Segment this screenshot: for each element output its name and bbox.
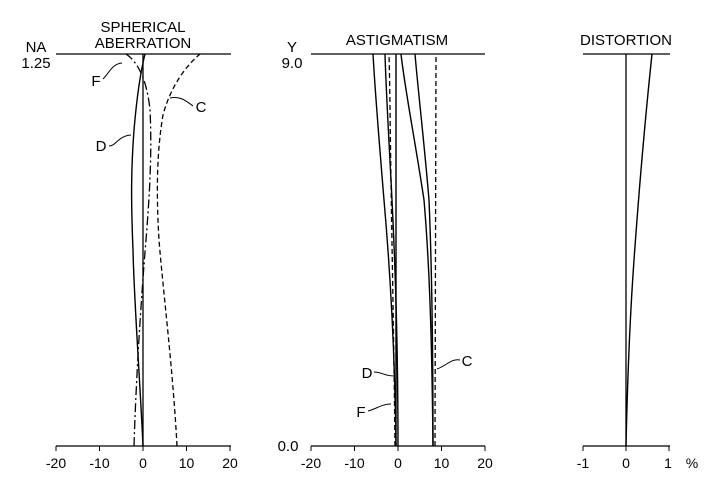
astigmatism-label-d: D bbox=[362, 365, 373, 382]
spherical-aberration-panel: SPHERICAL ABERRATION NA 1.25 -20 -10 0 1… bbox=[21, 19, 238, 471]
spherical-title-line1: SPHERICAL bbox=[100, 19, 185, 36]
spherical-label-f: F bbox=[91, 73, 100, 90]
distortion-x-tick-label: 1 bbox=[664, 455, 672, 471]
astigmatism-x-tick-label: 0 bbox=[394, 455, 402, 471]
astigmatism-y-axis-top-value: 9.0 bbox=[282, 55, 303, 72]
distortion-curve bbox=[625, 53, 653, 447]
spherical-y-axis-name: NA bbox=[26, 39, 47, 56]
astigmatism-curve-d-tangential bbox=[372, 53, 397, 447]
astigmatism-leader-c bbox=[436, 359, 461, 370]
distortion-title: DISTORTION bbox=[580, 32, 672, 49]
astigmatism-x-tick-label: 10 bbox=[434, 455, 450, 471]
spherical-label-c: C bbox=[196, 99, 207, 116]
spherical-x-tick-label: 10 bbox=[179, 455, 195, 471]
astigmatism-panel: ASTIGMATISM Y 9.0 0.0 -20 -10 0 10 20 D … bbox=[278, 32, 493, 471]
distortion-x-tick-label: 0 bbox=[622, 455, 630, 471]
spherical-x-tick-label: -20 bbox=[46, 455, 66, 471]
spherical-curve-c bbox=[156, 53, 201, 447]
astigmatism-leader-f bbox=[367, 403, 392, 412]
spherical-x-tick-label: 0 bbox=[139, 455, 147, 471]
spherical-leader-d bbox=[108, 134, 132, 147]
spherical-curve-d bbox=[130, 53, 146, 447]
spherical-y-axis-top-value: 1.25 bbox=[21, 55, 50, 72]
spherical-x-tick-label: -10 bbox=[89, 455, 109, 471]
astigmatism-x-tick-label: -10 bbox=[344, 455, 364, 471]
spherical-x-tick-label: 20 bbox=[222, 455, 238, 471]
astigmatism-title: ASTIGMATISM bbox=[346, 32, 448, 49]
astigmatism-label-f: F bbox=[356, 404, 365, 421]
astigmatism-x-tick-label: 20 bbox=[477, 455, 493, 471]
distortion-x-tick-label: -1 bbox=[577, 455, 590, 471]
astigmatism-curve-f-dashed bbox=[388, 53, 396, 447]
astigmatism-curve-d-sagittal bbox=[384, 53, 399, 447]
astigmatism-curve-c-sagittal bbox=[414, 53, 434, 447]
astigmatism-curve-c-tangential bbox=[400, 53, 434, 447]
astigmatism-x-tick-label: -20 bbox=[301, 455, 321, 471]
spherical-curve-f bbox=[125, 53, 152, 447]
spherical-leader-f bbox=[102, 62, 123, 80]
spherical-label-d: D bbox=[96, 138, 107, 155]
spherical-title-line2: ABERRATION bbox=[95, 35, 191, 52]
astigmatism-y-axis-bottom-value: 0.0 bbox=[278, 438, 299, 455]
distortion-panel: DISTORTION -1 0 1 % bbox=[577, 32, 698, 471]
astigmatism-y-axis-name: Y bbox=[287, 39, 297, 56]
astigmatism-leader-d bbox=[373, 371, 395, 377]
distortion-unit-label: % bbox=[686, 455, 698, 471]
astigmatism-curve-c-dashed bbox=[434, 53, 437, 447]
spherical-leader-c bbox=[169, 97, 194, 107]
astigmatism-label-c: C bbox=[462, 353, 473, 370]
